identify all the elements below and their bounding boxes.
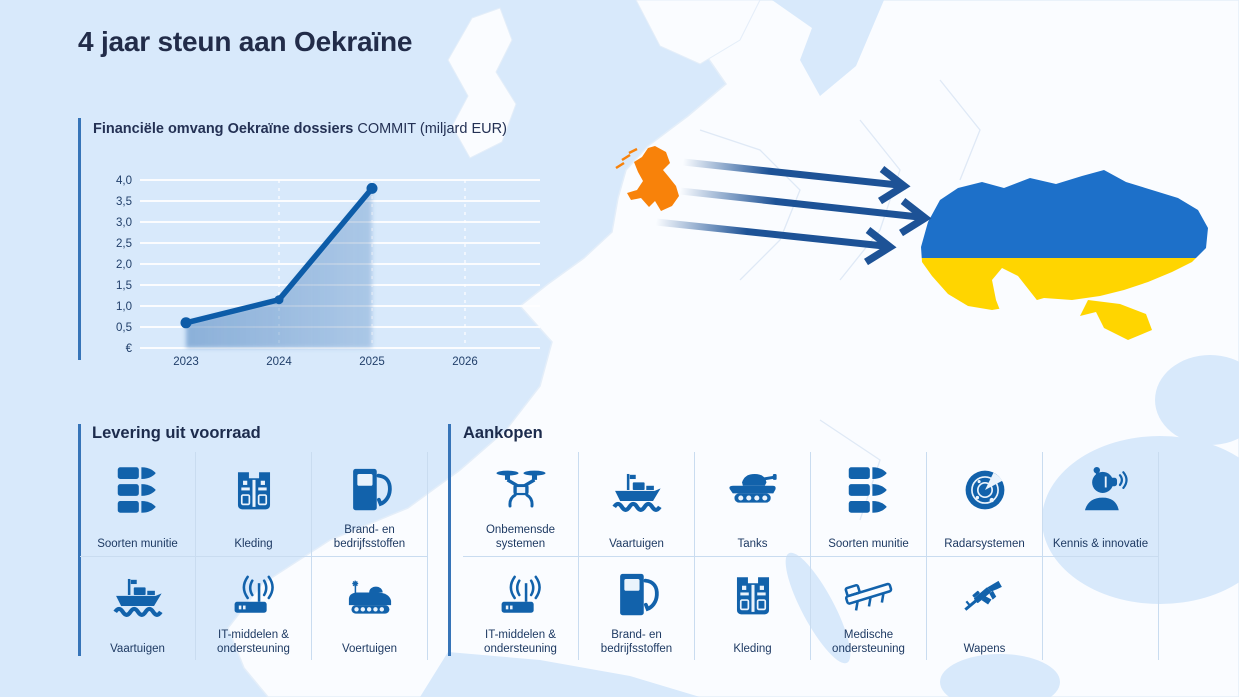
commit-line-chart: 4,0 3,5 3,0 2,5 2,0 1,5 1,0 0,5 €2023 2024 2025 202… xyxy=(116,175,540,368)
page-title: 4 jaar steun aan Oekraïne xyxy=(78,26,413,57)
x-axis-tick: 2024 xyxy=(266,356,292,368)
ammunition-icon xyxy=(842,463,896,517)
y-axis-tick: 2,5 xyxy=(116,238,132,250)
category-cell: Vaartuigen xyxy=(579,452,695,556)
category-cell: Soorten munitie xyxy=(80,452,196,556)
fuel-pump-icon xyxy=(343,463,397,517)
moldova-cutout xyxy=(992,268,1040,336)
section-title-aankopen: Aankopen xyxy=(463,424,543,442)
router-icon xyxy=(227,568,281,622)
wadden-islands xyxy=(615,147,638,170)
x-axis-tick: 2025 xyxy=(359,356,385,368)
category-cell: Brand- en bedrijfsstoffen xyxy=(579,556,695,660)
category-label: Kleding xyxy=(234,537,273,550)
netherlands-shape xyxy=(615,146,679,211)
category-cell: Vaartuigen xyxy=(80,556,196,660)
black-sea xyxy=(1042,436,1239,604)
norway-landmass xyxy=(635,0,761,65)
chart-accent-bar xyxy=(78,118,81,360)
aankopen-accent-bar xyxy=(448,424,451,656)
category-cell: IT-middelen & ondersteuning xyxy=(196,556,312,660)
armored-vehicle-icon xyxy=(343,568,397,622)
data-point xyxy=(180,317,192,329)
data-point xyxy=(366,182,378,194)
y-axis-tick: 3,0 xyxy=(116,217,132,229)
section-title-levering: Levering uit voorraad xyxy=(92,424,261,442)
category-cell: Brand- en bedrijfsstoffen xyxy=(312,452,428,556)
category-label: Tanks xyxy=(737,537,768,550)
x-axis-tick: 2026 xyxy=(452,356,478,368)
vest-icon xyxy=(227,463,281,517)
category-cell: Radarsystemen xyxy=(927,452,1043,556)
category-label: Vaartuigen xyxy=(609,537,664,550)
category-cell: Kleding xyxy=(196,452,312,556)
category-label: Brand- en bedrijfsstoffen xyxy=(600,628,673,655)
y-axis-tick: 3,5 xyxy=(116,196,132,208)
ship-icon xyxy=(610,463,664,517)
category-cell: Onbemensde systemen xyxy=(463,452,579,556)
mediterranean-sea xyxy=(420,652,700,697)
category-label: Vaartuigen xyxy=(110,642,165,655)
y-axis-tick: 1,0 xyxy=(116,301,132,313)
country-borders xyxy=(699,79,981,521)
category-label: Brand- en bedrijfsstoffen xyxy=(333,523,406,550)
fuel-pump-icon xyxy=(610,568,664,622)
adriatic-sea xyxy=(785,552,851,664)
category-label: Radarsystemen xyxy=(944,537,1025,550)
y-axis-tick: € xyxy=(126,343,133,355)
category-cell: Tanks xyxy=(695,452,811,556)
y-axis-tick: 0,5 xyxy=(116,322,132,334)
ammunition-icon xyxy=(111,463,165,517)
stretcher-icon xyxy=(842,568,896,622)
levering-grid: Soorten munitie Kleding Brand- en bedrij… xyxy=(80,452,428,660)
radar-icon xyxy=(958,463,1012,517)
router-icon xyxy=(494,568,548,622)
category-cell: IT-middelen & ondersteuning xyxy=(463,556,579,660)
category-label: Kennis & innovatie xyxy=(1052,537,1149,550)
y-axis-tick: 4,0 xyxy=(116,175,132,187)
category-cell: Voertuigen xyxy=(312,556,428,660)
category-cell: Kleding xyxy=(695,556,811,660)
europe-landmass xyxy=(227,0,1239,697)
rifle-icon xyxy=(958,568,1012,622)
x-axis-tick: 2023 xyxy=(173,356,199,368)
chart-area-fill xyxy=(186,188,372,348)
category-label: Onbemensde systemen xyxy=(485,523,556,550)
baltic-sea xyxy=(772,0,884,96)
sea-of-azov xyxy=(1155,355,1239,445)
vr-innovation-icon xyxy=(1074,463,1128,517)
category-cell: Soorten munitie xyxy=(811,452,927,556)
category-label: Medische ondersteuning xyxy=(832,628,905,655)
category-cell xyxy=(1043,556,1159,660)
drone-icon xyxy=(494,463,548,517)
chart-title-unit: COMMIT (miljard EUR) xyxy=(353,121,507,137)
vest-icon xyxy=(726,568,780,622)
levering-accent-bar xyxy=(78,424,81,656)
ship-icon xyxy=(111,568,165,622)
category-cell: Kennis & innovatie xyxy=(1043,452,1159,556)
category-label: Soorten munitie xyxy=(828,537,909,550)
category-label: Voertuigen xyxy=(342,642,397,655)
category-cell: Medische ondersteuning xyxy=(811,556,927,660)
category-cell: Wapens xyxy=(927,556,1043,660)
support-arrows xyxy=(655,158,932,266)
category-label: Kleding xyxy=(733,642,772,655)
great-britain-landmass xyxy=(447,7,517,159)
data-point xyxy=(274,295,284,305)
aegean-sea xyxy=(940,654,1060,697)
chart-title: Financiële omvang Oekraïne dossiers COMM… xyxy=(93,121,507,137)
tank-icon xyxy=(726,463,780,517)
crimea-shape xyxy=(1080,300,1152,340)
category-label: IT-middelen & ondersteuning xyxy=(484,628,557,655)
aankopen-grid: Onbemensde systemen Vaartuigen Tanks Soo… xyxy=(463,452,1159,660)
chart-title-bold: Financiële omvang Oekraïne dossiers xyxy=(93,121,354,137)
y-axis-tick: 1,5 xyxy=(116,280,132,292)
category-label: Wapens xyxy=(963,642,1006,655)
category-label: IT-middelen & ondersteuning xyxy=(217,628,290,655)
category-label: Soorten munitie xyxy=(97,537,178,550)
y-axis-tick: 2,0 xyxy=(116,259,132,271)
